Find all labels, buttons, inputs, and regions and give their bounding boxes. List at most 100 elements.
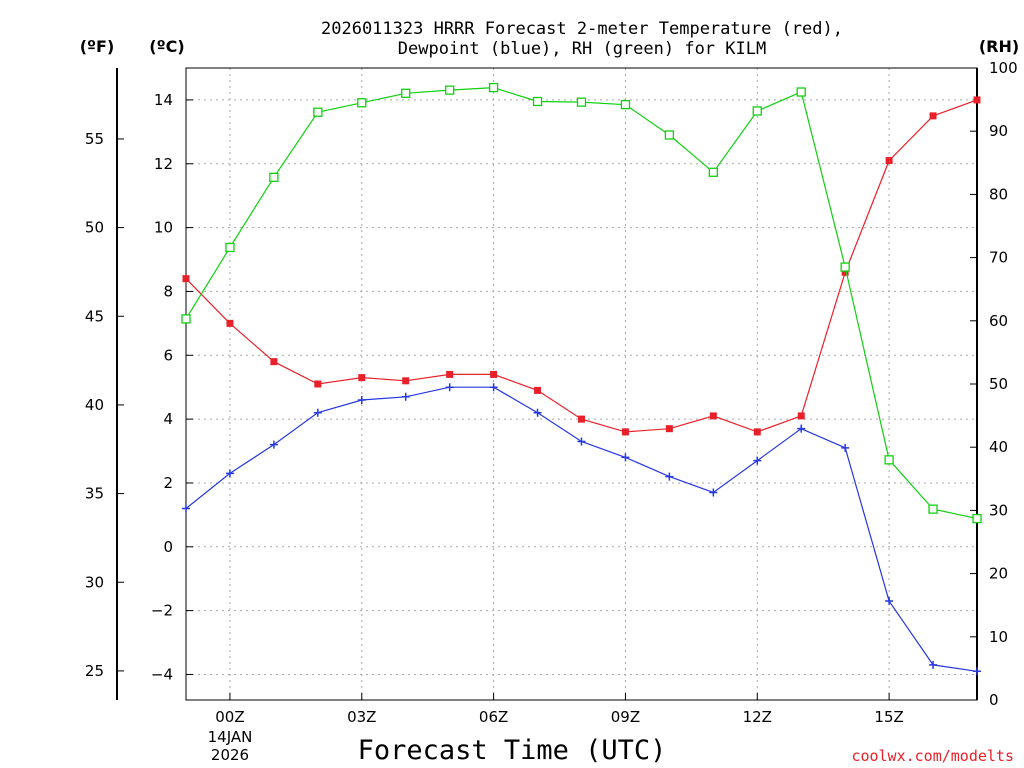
dewpoint-data-point xyxy=(225,469,234,478)
celsius-tick-label: 8 xyxy=(163,282,173,300)
temperature-data-point xyxy=(314,380,322,388)
dewpoint-data-point xyxy=(533,408,542,417)
rh-data-point xyxy=(401,88,411,98)
fahrenheit-unit-label: (ºF) xyxy=(80,37,115,56)
rh-data-point xyxy=(576,97,587,107)
rh-tick-label: 90 xyxy=(989,122,1008,140)
celsius-tick-label: −2 xyxy=(151,602,173,620)
rh-series-line xyxy=(185,86,978,520)
dewpoint-data-point xyxy=(621,453,630,462)
rh-data-point xyxy=(840,262,850,272)
rh-data-point xyxy=(225,242,235,253)
temperature-data-point xyxy=(402,377,410,385)
temperature-data-point xyxy=(270,358,278,366)
temperature-data-point xyxy=(709,412,717,420)
temperature-series-line xyxy=(185,99,978,433)
x-tick-label: 09Z xyxy=(611,708,640,726)
series-lines xyxy=(181,82,982,676)
credit-label: coolwx.com/modelts xyxy=(851,747,1014,765)
rh-tick-label: 10 xyxy=(989,628,1008,646)
temperature-data-point xyxy=(885,157,893,165)
dewpoint-data-point xyxy=(885,597,894,606)
rh-tick-label: 20 xyxy=(989,565,1008,583)
rh-tick-label: 0 xyxy=(989,691,999,709)
rh-data-point xyxy=(708,167,718,177)
rh-data-point xyxy=(313,107,323,117)
x-tick-label: 15Z xyxy=(874,708,903,726)
dewpoint-data-point xyxy=(973,667,981,676)
dewpoint-series-line xyxy=(185,386,978,672)
fahrenheit-tick-label: 45 xyxy=(85,307,104,325)
temperature-data-point xyxy=(973,96,981,104)
temperature-data-point xyxy=(226,319,234,327)
rh-data-point xyxy=(928,504,938,514)
temperature-data-point xyxy=(797,412,805,420)
dewpoint-data-point xyxy=(489,383,498,392)
rh-data-point xyxy=(620,100,631,110)
rh-data-point xyxy=(269,172,279,182)
temperature-data-point xyxy=(446,370,454,378)
dewpoint-data-point xyxy=(797,424,806,433)
celsius-tick-label: 0 xyxy=(163,538,173,556)
celsius-tick-label: −4 xyxy=(151,665,173,683)
rh-tick-label: 30 xyxy=(989,501,1008,519)
rh-data-point xyxy=(181,314,191,324)
chart-title-line-1: 2026011323 HRRR Forecast 2-meter Tempera… xyxy=(321,19,843,39)
temperature-data-point xyxy=(929,112,937,120)
celsius-tick-label: 6 xyxy=(163,346,173,364)
temperature-data-point xyxy=(358,374,366,382)
rh-tick-label: 100 xyxy=(989,59,1018,77)
celsius-tick-label: 4 xyxy=(163,410,173,428)
celsius-tick-label: 12 xyxy=(154,155,173,173)
temperature-data-point xyxy=(753,428,761,436)
rh-tick-label: 40 xyxy=(989,438,1008,456)
rh-data-point xyxy=(796,87,806,97)
celsius-tick-label: 10 xyxy=(154,219,173,237)
temperature-data-point xyxy=(534,386,542,394)
temperature-data-point xyxy=(490,370,498,378)
date-label-day: 14JAN xyxy=(208,728,253,746)
dewpoint-data-point xyxy=(357,395,366,404)
dewpoint-data-point xyxy=(841,443,850,452)
chart-title-line-2: Dewpoint (blue), RH (green) for KILM xyxy=(398,39,766,59)
x-tick-label: 00Z xyxy=(215,708,244,726)
dewpoint-data-point xyxy=(182,504,190,513)
rh-data-point xyxy=(532,96,543,107)
dewpoint-data-point xyxy=(665,472,674,481)
x-tick-label: 03Z xyxy=(347,708,376,726)
rh-data-point xyxy=(972,513,982,524)
dewpoint-data-point xyxy=(313,408,322,417)
temperature-data-point xyxy=(621,428,629,436)
date-label-year: 2026 xyxy=(211,746,249,764)
dewpoint-data-point xyxy=(445,383,454,392)
grid-lines xyxy=(186,68,977,700)
temperature-data-point xyxy=(665,425,673,433)
fahrenheit-tick-label: 40 xyxy=(85,396,104,414)
temperature-data-point xyxy=(182,275,190,283)
rh-tick-label: 60 xyxy=(989,312,1008,330)
fahrenheit-tick-label: 50 xyxy=(85,219,104,237)
rh-tick-label: 50 xyxy=(989,375,1008,393)
celsius-tick-label: 2 xyxy=(163,474,173,492)
dewpoint-data-point xyxy=(577,437,586,446)
dewpoint-data-point xyxy=(929,660,938,669)
rh-tick-label: 70 xyxy=(989,249,1008,267)
temperature-data-point xyxy=(578,415,585,423)
dewpoint-data-point xyxy=(269,440,278,449)
x-axis-label: Forecast Time (UTC) xyxy=(358,735,667,766)
rh-data-point xyxy=(752,106,762,116)
rh-data-point xyxy=(664,130,675,140)
celsius-unit-label: (ºC) xyxy=(149,37,184,56)
rh-unit-label: (RH) xyxy=(979,37,1019,56)
x-tick-label: 12Z xyxy=(743,708,772,726)
plot-frame xyxy=(185,67,978,701)
dewpoint-data-point xyxy=(709,488,718,497)
rh-tick-label: 80 xyxy=(989,185,1008,203)
dewpoint-data-point xyxy=(401,392,410,401)
temperature-data-point xyxy=(841,268,849,276)
rh-data-point xyxy=(884,455,894,465)
x-tick-label: 06Z xyxy=(479,708,508,726)
fahrenheit-tick-label: 25 xyxy=(85,662,104,680)
fahrenheit-tick-label: 35 xyxy=(85,485,104,503)
